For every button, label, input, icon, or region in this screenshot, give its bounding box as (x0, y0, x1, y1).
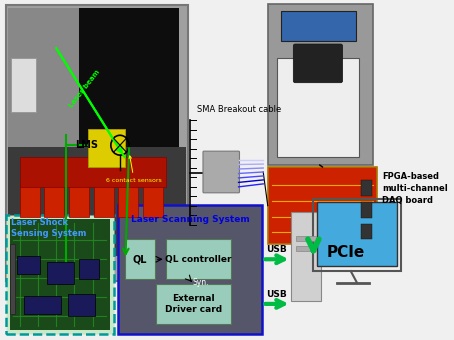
FancyBboxPatch shape (69, 182, 89, 217)
FancyBboxPatch shape (361, 180, 372, 196)
FancyBboxPatch shape (143, 182, 163, 217)
Text: USB: USB (266, 245, 286, 254)
Text: QL: QL (133, 254, 147, 264)
Text: LMS: LMS (75, 140, 98, 150)
FancyBboxPatch shape (68, 294, 95, 316)
FancyBboxPatch shape (157, 284, 231, 324)
Text: Laser Shock
Sensing System: Laser Shock Sensing System (11, 218, 87, 238)
Text: 6 contact sensors: 6 contact sensors (106, 156, 162, 183)
FancyBboxPatch shape (6, 5, 188, 281)
FancyBboxPatch shape (361, 224, 372, 239)
FancyBboxPatch shape (293, 44, 343, 83)
FancyBboxPatch shape (317, 202, 397, 266)
FancyBboxPatch shape (8, 8, 79, 162)
Text: Syn.: Syn. (193, 277, 209, 287)
FancyBboxPatch shape (203, 151, 239, 193)
FancyBboxPatch shape (296, 246, 316, 251)
Text: Laser Scanning System: Laser Scanning System (131, 215, 250, 224)
FancyBboxPatch shape (20, 182, 39, 217)
FancyBboxPatch shape (281, 11, 356, 41)
FancyBboxPatch shape (118, 182, 138, 217)
FancyBboxPatch shape (125, 239, 155, 279)
FancyBboxPatch shape (8, 147, 186, 256)
FancyBboxPatch shape (44, 182, 64, 217)
FancyBboxPatch shape (94, 182, 114, 217)
Text: External
Driver card: External Driver card (165, 294, 222, 314)
Text: QL controller: QL controller (165, 255, 232, 264)
FancyBboxPatch shape (268, 167, 377, 244)
FancyBboxPatch shape (79, 259, 99, 279)
FancyBboxPatch shape (20, 157, 166, 187)
Text: SMA Breakout cable: SMA Breakout cable (197, 105, 281, 115)
FancyBboxPatch shape (17, 256, 39, 274)
FancyBboxPatch shape (361, 202, 372, 218)
Text: USB: USB (266, 290, 286, 299)
FancyBboxPatch shape (291, 212, 321, 301)
FancyBboxPatch shape (118, 205, 262, 334)
FancyBboxPatch shape (10, 58, 36, 113)
FancyBboxPatch shape (10, 219, 110, 330)
Text: FPGA-based
multi-channel
DAQ board: FPGA-based multi-channel DAQ board (382, 172, 448, 205)
FancyBboxPatch shape (268, 4, 373, 165)
FancyBboxPatch shape (277, 58, 359, 157)
FancyBboxPatch shape (166, 239, 231, 279)
FancyBboxPatch shape (79, 8, 179, 256)
FancyBboxPatch shape (6, 215, 114, 334)
FancyBboxPatch shape (24, 296, 61, 314)
FancyBboxPatch shape (296, 236, 316, 241)
FancyBboxPatch shape (88, 129, 124, 167)
FancyBboxPatch shape (47, 262, 74, 284)
FancyBboxPatch shape (10, 244, 15, 314)
Text: PCIe: PCIe (327, 245, 365, 260)
Text: Laser beam: Laser beam (68, 69, 101, 108)
